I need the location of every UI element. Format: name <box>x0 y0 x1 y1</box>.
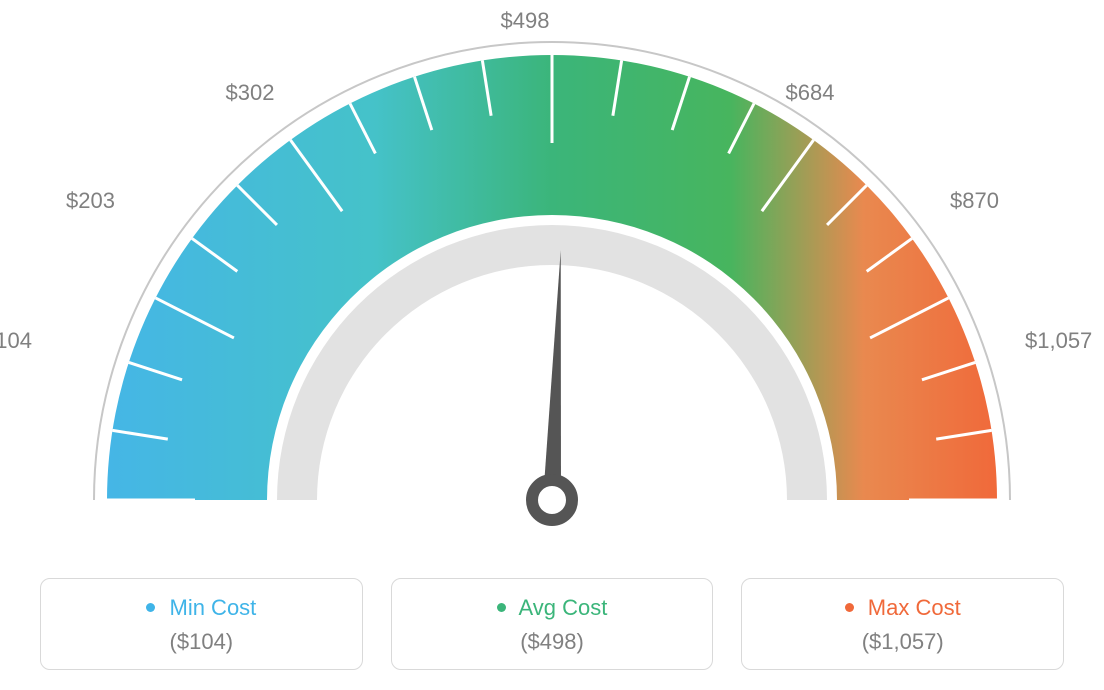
gauge-chart: $104 $203 $302 $498 $684 $870 $1,057 <box>0 0 1104 560</box>
card-min-title: Min Cost <box>170 595 257 620</box>
gauge-tick-label: $498 <box>501 8 550 34</box>
gauge-tick-label: $104 <box>0 328 32 354</box>
card-avg-title-row: Avg Cost <box>402 595 703 621</box>
card-avg-cost: Avg Cost ($498) <box>391 578 714 670</box>
card-min-value: ($104) <box>51 629 352 655</box>
card-max-title: Max Cost <box>868 595 961 620</box>
gauge-tick-label: $684 <box>786 80 835 106</box>
card-max-cost: Max Cost ($1,057) <box>741 578 1064 670</box>
dot-min-icon <box>146 603 155 612</box>
gauge-tick-label: $302 <box>226 80 275 106</box>
gauge-svg <box>0 0 1104 560</box>
card-avg-value: ($498) <box>402 629 703 655</box>
cards-row: Min Cost ($104) Avg Cost ($498) Max Cost… <box>40 578 1064 670</box>
dot-avg-icon <box>497 603 506 612</box>
card-avg-title: Avg Cost <box>519 595 608 620</box>
card-min-title-row: Min Cost <box>51 595 352 621</box>
card-max-title-row: Max Cost <box>752 595 1053 621</box>
gauge-tick-label: $1,057 <box>1025 328 1092 354</box>
gauge-tick-label: $870 <box>950 188 999 214</box>
card-min-cost: Min Cost ($104) <box>40 578 363 670</box>
gauge-tick-label: $203 <box>66 188 115 214</box>
card-max-value: ($1,057) <box>752 629 1053 655</box>
dot-max-icon <box>845 603 854 612</box>
